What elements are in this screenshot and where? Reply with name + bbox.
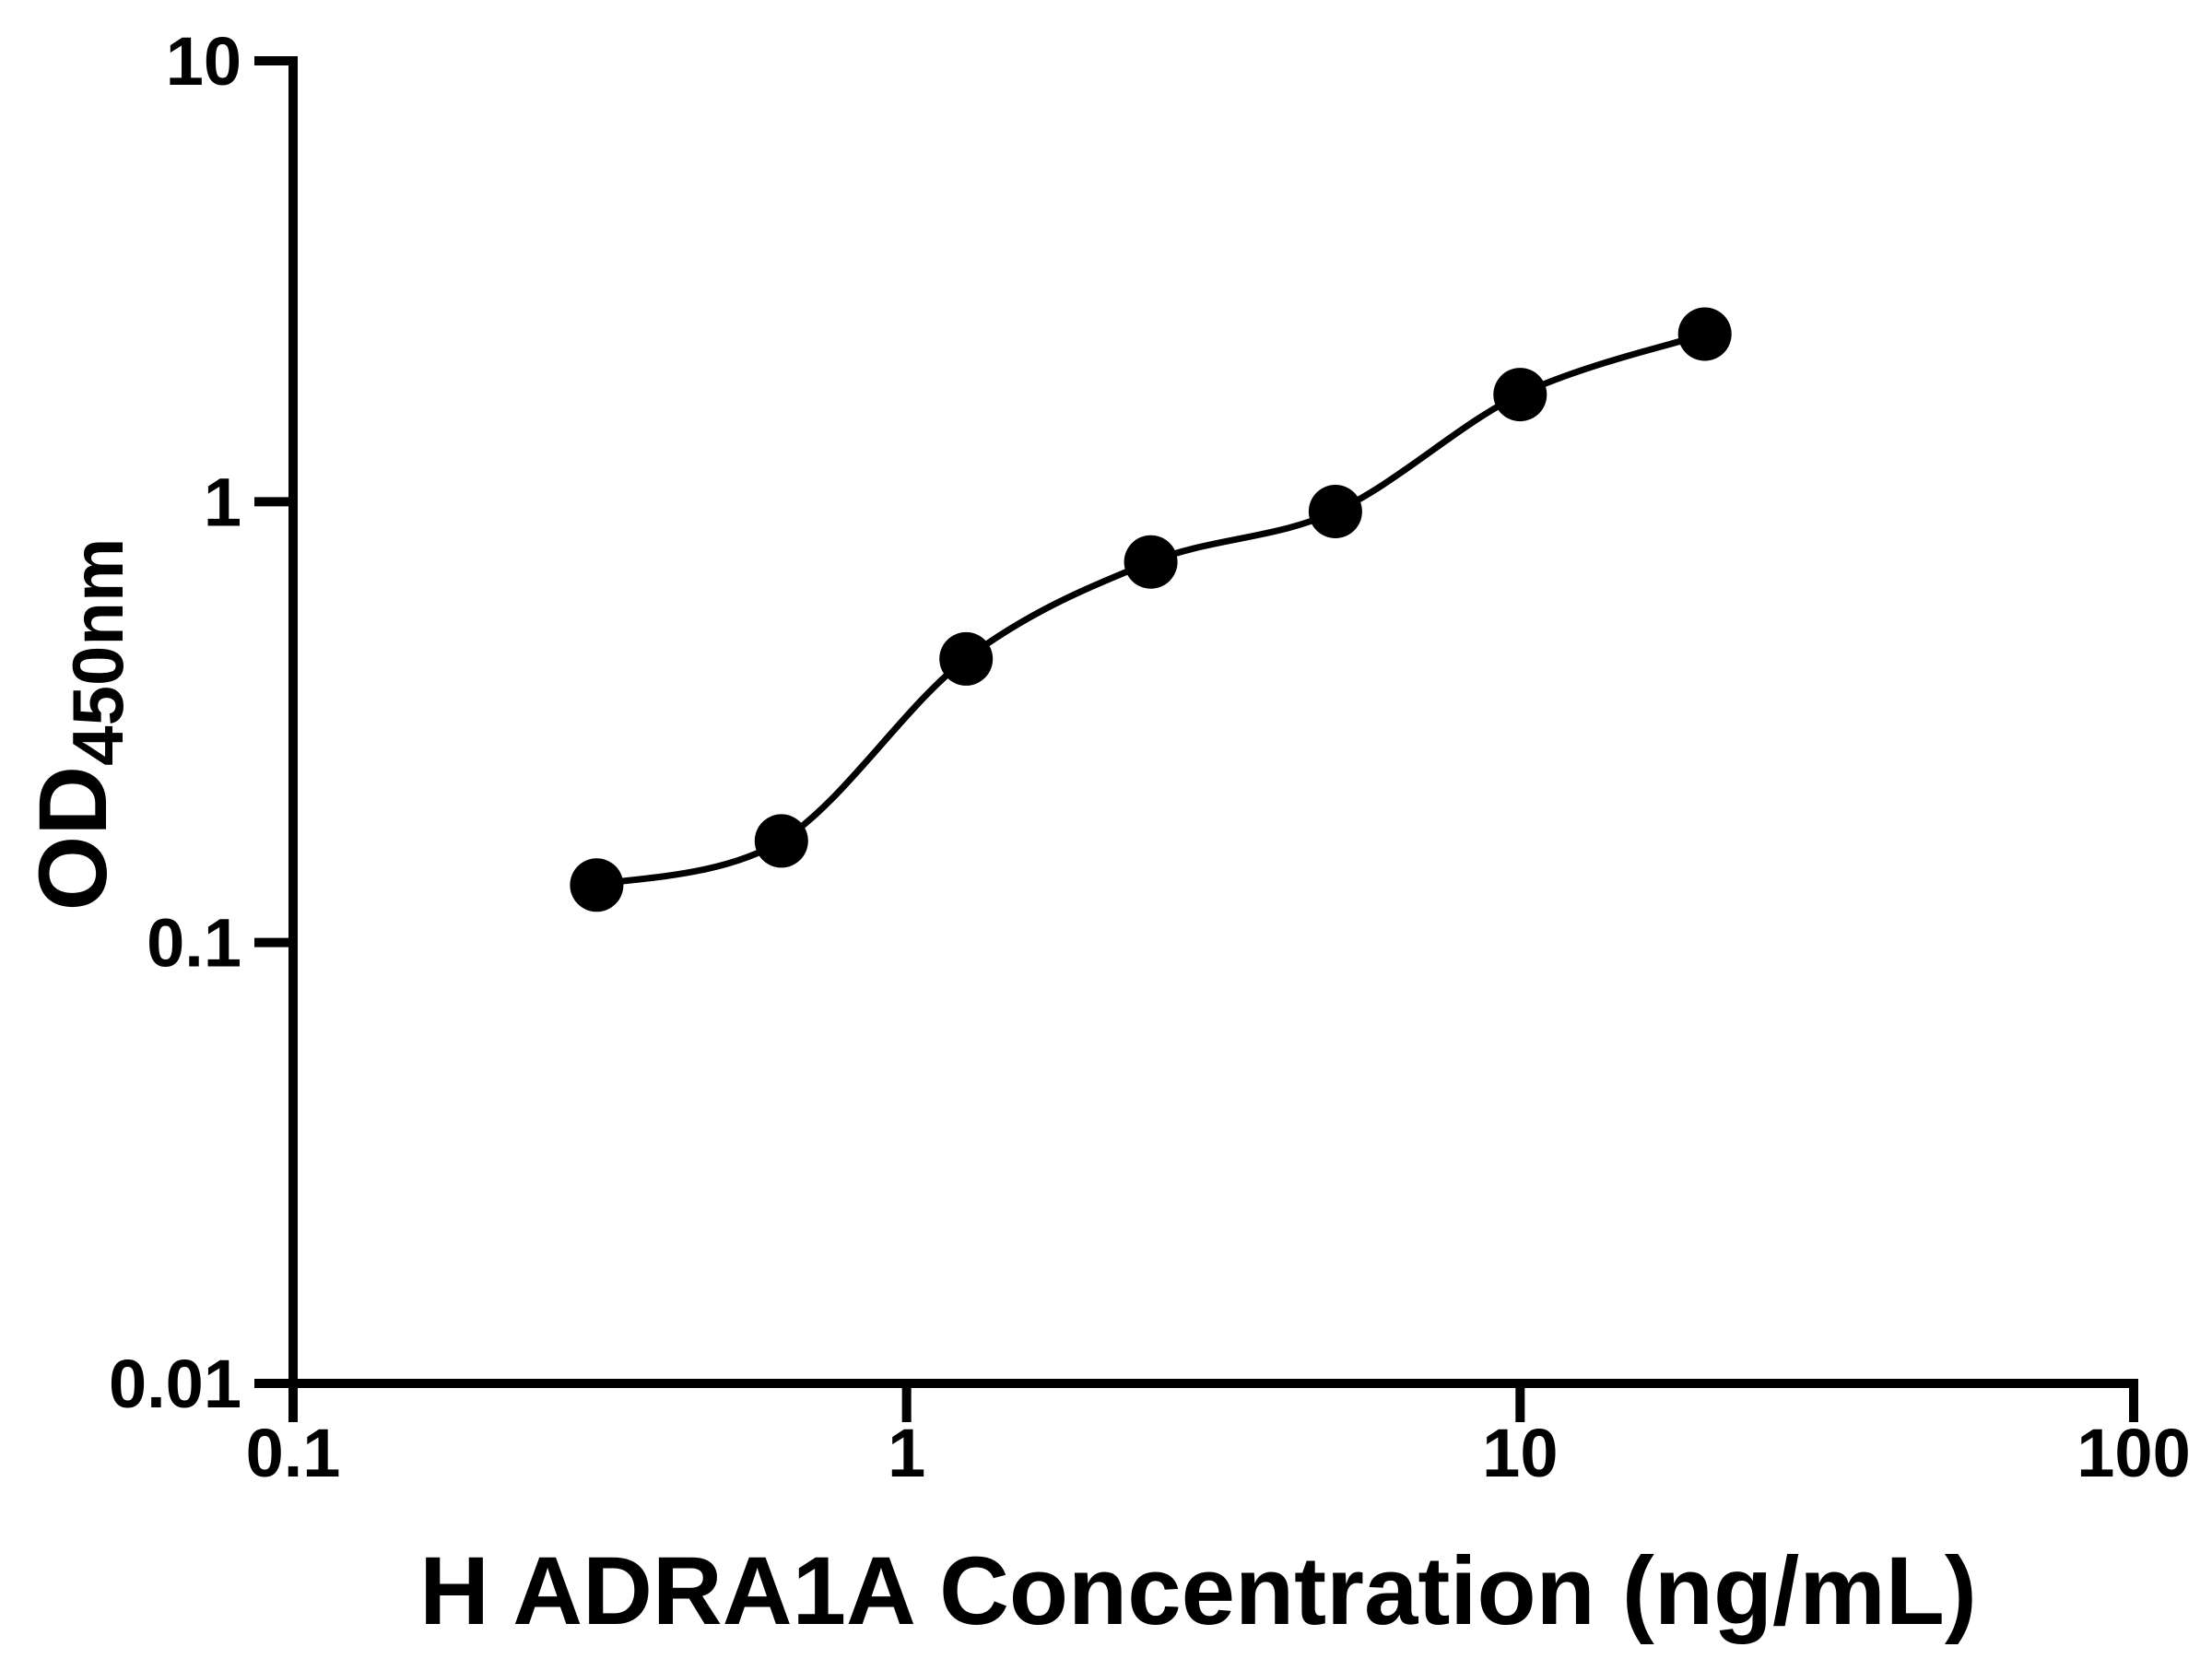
y-tick-label: 0.01	[109, 1346, 241, 1422]
data-point	[1124, 535, 1178, 589]
data-point	[1308, 485, 1362, 538]
data-layer	[570, 307, 1732, 912]
y-tick-label: 0.1	[147, 905, 241, 982]
y-axis-title-subscript: 450nm	[57, 538, 138, 766]
x-tick-label: 0.1	[246, 1415, 341, 1491]
data-point	[1493, 368, 1547, 422]
y-axis-title: OD450nm	[19, 538, 138, 912]
fit-curve	[595, 331, 1706, 888]
x-tick-label: 100	[2077, 1415, 2190, 1491]
y-tick-label: 1	[204, 464, 241, 540]
y-tick-label: 10	[166, 23, 241, 100]
data-point	[939, 631, 994, 686]
x-axis-title: H ADRA1A Concentration (ng/mL)	[419, 1537, 1977, 1645]
y-axis-title-base: OD	[19, 766, 127, 912]
axes-layer	[288, 56, 2138, 1388]
data-point	[1677, 307, 1732, 361]
x-tick-label: 10	[1482, 1415, 1558, 1491]
x-tick-label: 1	[888, 1415, 925, 1491]
data-point	[754, 814, 808, 868]
data-point	[570, 858, 624, 912]
